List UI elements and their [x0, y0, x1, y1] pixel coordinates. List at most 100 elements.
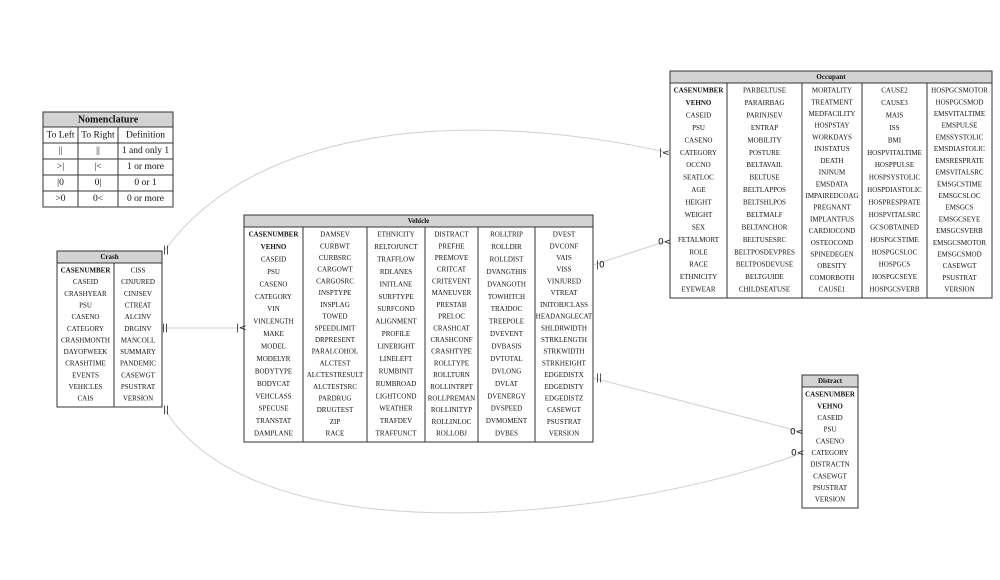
legend-cell: |0: [57, 178, 64, 188]
field: INSPLAG: [320, 301, 350, 309]
field: CRITEVENT: [432, 277, 472, 285]
field: TRAFFLOW: [377, 255, 415, 263]
field: SURFTYPE: [378, 293, 413, 301]
field: BELTAVAIL: [746, 161, 782, 169]
relationship-end: 0<: [658, 238, 671, 248]
field: DVSPEED: [491, 405, 523, 413]
field: HOSPSTAY: [815, 122, 850, 130]
field: STRKLENGTH: [541, 336, 587, 344]
field: LINELEFT: [380, 355, 413, 363]
legend-title-bg: [43, 112, 173, 127]
field: ROLE: [689, 248, 707, 256]
field: ROLLOBJ: [436, 430, 467, 438]
field: CAUSE1: [819, 286, 846, 294]
legend-cell: 0|: [95, 178, 102, 188]
field: CHILDSEATUSE: [739, 286, 790, 294]
field: BELTSHLPOS: [743, 199, 786, 207]
field: CRITCAT: [437, 266, 467, 274]
field: MEDFACILITY: [809, 110, 856, 118]
field: RDLANES: [380, 268, 412, 276]
field: SEATLOC: [683, 174, 714, 182]
field: CATEGORY: [680, 149, 717, 157]
entity-title: Vehicle: [408, 217, 430, 225]
relationship-start: ||: [596, 374, 602, 384]
field: CURBSRC: [319, 254, 352, 262]
field: CASENO: [816, 437, 844, 445]
field: EMSRESPRATE: [935, 157, 984, 165]
field: CASENO: [71, 313, 99, 321]
field: MODEL: [261, 343, 286, 351]
field: ALCTESTSRC: [313, 383, 357, 391]
field: RUMBINIT: [379, 367, 414, 375]
field: EMSGCSVERB: [936, 227, 983, 235]
field: CAUSE2: [881, 87, 908, 95]
field: CASEWGT: [121, 371, 156, 379]
field: INJNUM: [819, 169, 846, 177]
field: DVCONF: [550, 242, 579, 250]
entity-title-bg: [244, 215, 593, 227]
entity-title: Crash: [100, 253, 118, 261]
key-field: CASENUMBER: [674, 87, 725, 95]
field: EMSVITALTIME: [934, 110, 985, 118]
field: EMSSYSTOLIC: [936, 133, 984, 141]
field: VERSION: [549, 430, 579, 438]
field: HOSPGCSTIME: [870, 236, 919, 244]
field: ENTRAP: [751, 124, 778, 132]
field: DAMPLANE: [254, 430, 293, 438]
field: INITLANE: [380, 280, 413, 288]
field: CARGOSRC: [316, 277, 354, 285]
field: DRUGTEST: [317, 406, 354, 414]
field: ROLLINLOC: [432, 418, 472, 426]
field: BMI: [888, 136, 902, 144]
field: FETALMORT: [678, 236, 720, 244]
field: PREGNANT: [813, 204, 851, 212]
entity-box: [801, 374, 859, 509]
relationship-end: |<: [659, 149, 670, 159]
field: BELTLAPPOS: [743, 186, 786, 194]
field: VTREAT: [551, 289, 579, 297]
field: DVLONG: [492, 367, 522, 375]
field: PSUSTRAT: [547, 418, 582, 426]
field: DAMSEV: [320, 231, 350, 239]
field: ETHNICITY: [680, 273, 717, 281]
legend-cell: >|: [57, 162, 64, 172]
legend-header: Definition: [126, 130, 165, 141]
field: DISTRACTN: [810, 461, 849, 469]
field: VERSION: [123, 395, 153, 403]
field: CRASHTIME: [65, 360, 105, 368]
key-field: CASENUMBER: [805, 391, 856, 399]
field: INJSTATUS: [814, 145, 849, 153]
field: CISS: [131, 267, 146, 275]
field: TRAFFUNCT: [376, 430, 418, 438]
field: PREMOVE: [435, 254, 468, 262]
field: EMSGCS: [945, 204, 973, 212]
field: CURBWT: [320, 242, 351, 250]
field: ALCINV: [125, 313, 151, 321]
field: CRASHMONTH: [61, 336, 110, 344]
entity-box: [56, 250, 163, 408]
field: EMSGCSEYE: [939, 215, 981, 223]
field: EMSGCSMOD: [937, 250, 981, 258]
entity-box: [669, 70, 993, 299]
field: EDGEDISTZ: [545, 394, 584, 402]
field: VISS: [556, 266, 571, 274]
field: HOSPGCS: [879, 261, 911, 269]
field: TREATMENT: [811, 98, 853, 106]
field: TRAFDEV: [380, 417, 412, 425]
field: DVEST: [553, 231, 576, 239]
field: ROLLTURN: [433, 371, 470, 379]
field: ROLLTRIP: [490, 231, 523, 239]
connector: [164, 409, 803, 514]
field: WEIGHT: [685, 211, 713, 219]
field: CATEGORY: [812, 449, 849, 457]
field: BELTMALF: [746, 211, 782, 219]
field: EMSGCSLOC: [938, 192, 980, 200]
field: DVENERGY: [487, 392, 526, 400]
field: PARALCOHOL: [312, 348, 358, 356]
field: MORTALITY: [812, 87, 852, 95]
field: STRKWIDTH: [543, 348, 584, 356]
legend-header: To Left: [46, 130, 74, 141]
field: ISS: [889, 124, 899, 132]
field: PREFHE: [438, 242, 464, 250]
